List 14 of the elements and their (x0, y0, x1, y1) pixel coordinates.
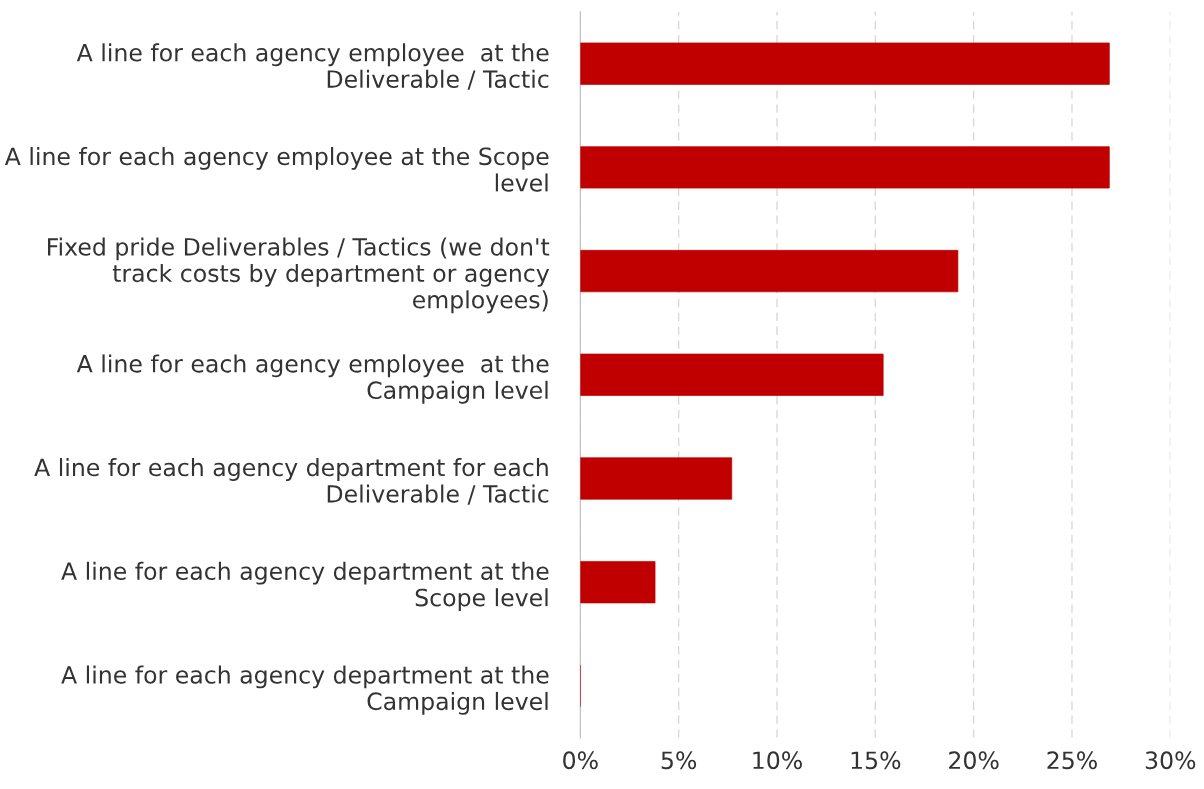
y-tick-label: A line for each agency employee at the Campaign level (76, 354, 549, 404)
x-tick-label: 25% (1047, 751, 1097, 770)
x-tick-label: 0% (563, 751, 598, 770)
y-tick-label: A line for each agency department for each Deliverable / Tactic (34, 458, 549, 505)
y-tick-label: A line for each agency employee at the Deliverable / Tactic (76, 43, 549, 90)
x-tick-label: 15% (851, 751, 901, 770)
y-tick-label: Fixed pride Deliverables / Tactics (we don't track costs by department or agency employees) (48, 237, 550, 314)
x-tick-label: 20% (949, 751, 999, 770)
y-tick-label: A line for each agency department at the Scope level (61, 561, 549, 612)
x-tick-label: 5% (661, 751, 697, 770)
y-tick-label: A line for each agency department at the Campaign level (61, 665, 549, 715)
x-tick-label: 10% (753, 751, 802, 770)
x-tick-label: 30% (1145, 751, 1196, 770)
y-tick-label: A line for each agency employee at the Scope level (4, 146, 549, 192)
